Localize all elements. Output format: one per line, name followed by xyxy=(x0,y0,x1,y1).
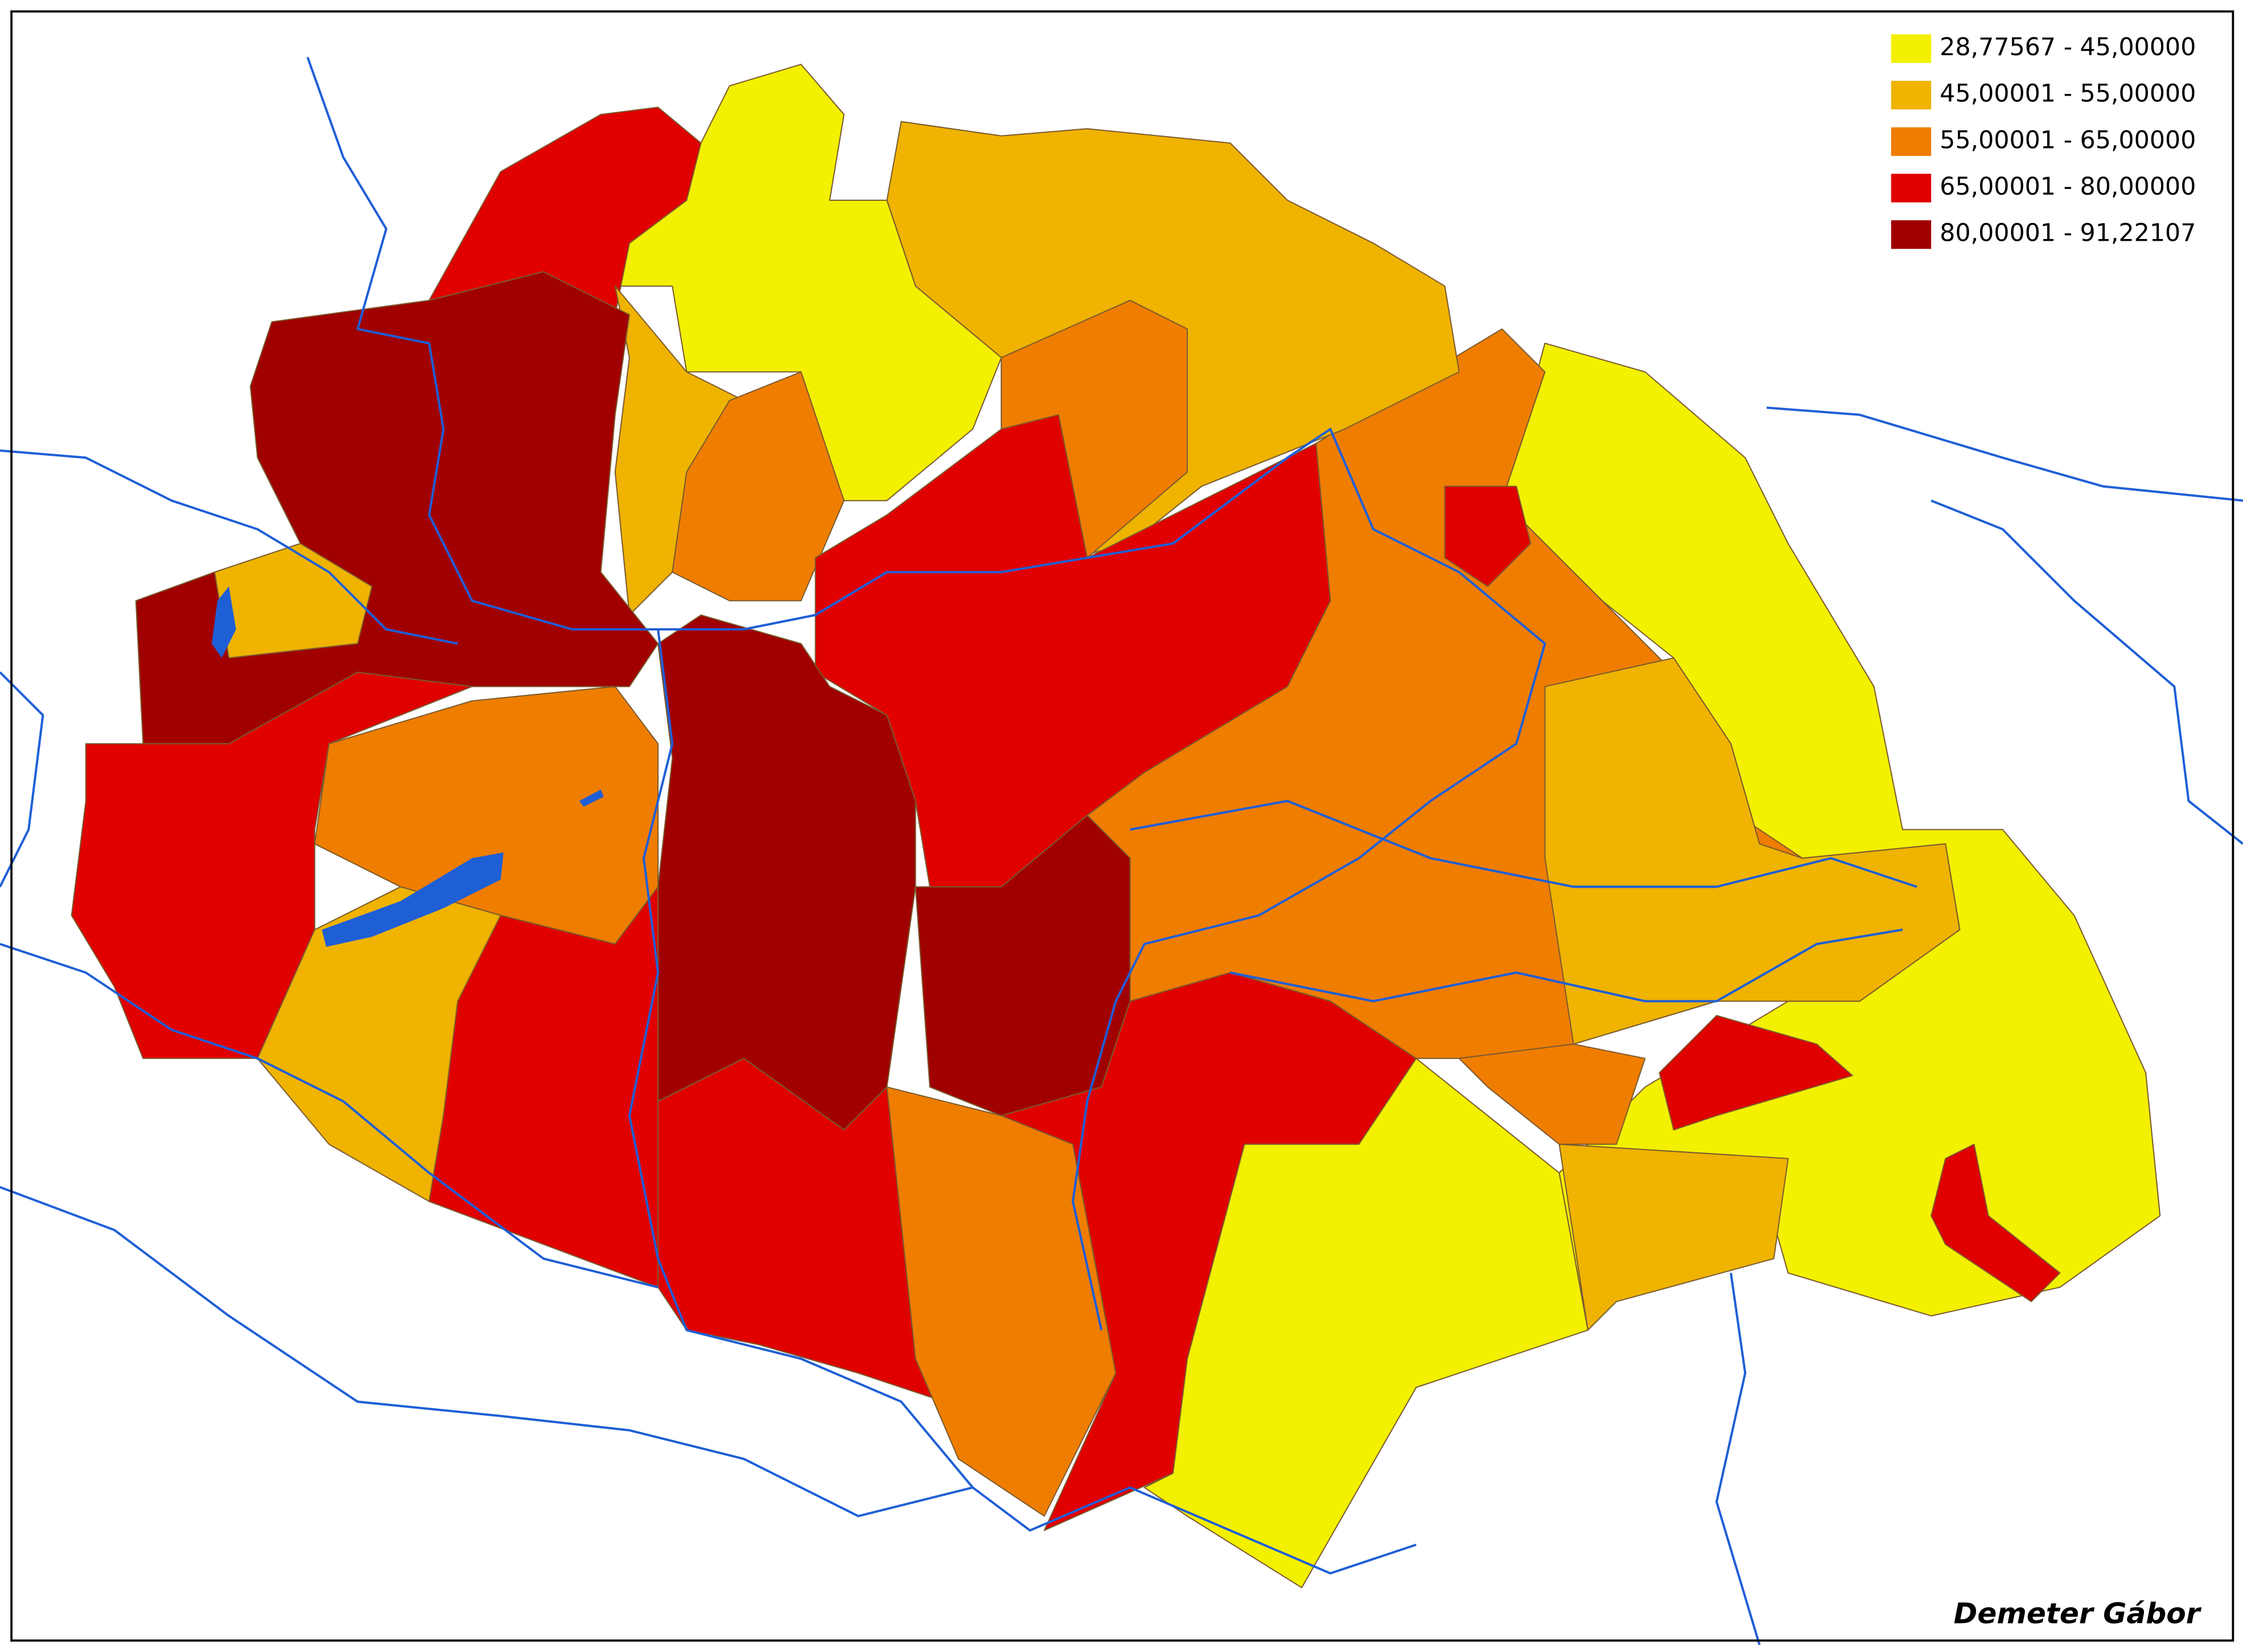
credit: Demeter Gábor xyxy=(1954,1597,2202,1630)
river xyxy=(1766,406,2243,502)
region xyxy=(1458,1043,1646,1145)
legend-swatch xyxy=(1891,174,1932,203)
water xyxy=(0,56,2243,1645)
legend-label: 45,00001 - 55,00000 xyxy=(1940,80,2196,108)
river xyxy=(0,671,44,888)
river xyxy=(1130,800,1917,888)
legend-swatch xyxy=(1891,81,1932,110)
river xyxy=(0,1186,973,1518)
legend-label: 80,00001 - 91,22107 xyxy=(1940,219,2196,248)
river xyxy=(0,942,659,1289)
region xyxy=(1931,1143,2061,1303)
river xyxy=(306,56,1088,631)
region xyxy=(1143,1057,1588,1588)
river xyxy=(1230,928,1903,1003)
legend-label: 28,77567 - 45,00000 xyxy=(1940,33,2196,61)
river xyxy=(0,449,458,645)
legend-swatch xyxy=(1891,34,1932,63)
region xyxy=(1444,485,1532,587)
legend-label: 65,00001 - 80,00000 xyxy=(1940,172,2196,201)
frame xyxy=(10,10,2234,1642)
region xyxy=(1658,1015,1853,1131)
lake xyxy=(211,586,236,658)
region xyxy=(1558,1143,1789,1331)
legend: 28,77567 - 45,00000 45,00001 - 55,00000 55… xyxy=(1881,23,2225,269)
river xyxy=(1715,1272,1761,1645)
lake xyxy=(579,789,604,807)
region xyxy=(429,886,659,1288)
river xyxy=(628,629,1417,1575)
legend-swatch xyxy=(1891,220,1932,249)
legend-label: 55,00001 - 65,00000 xyxy=(1940,126,2196,154)
region xyxy=(672,371,845,602)
lake-balaton xyxy=(322,852,504,947)
legend-box xyxy=(1881,23,2225,269)
regions xyxy=(71,64,2161,1588)
river xyxy=(1072,428,1546,1330)
river xyxy=(1931,499,2243,845)
legend-swatch xyxy=(1891,127,1932,156)
